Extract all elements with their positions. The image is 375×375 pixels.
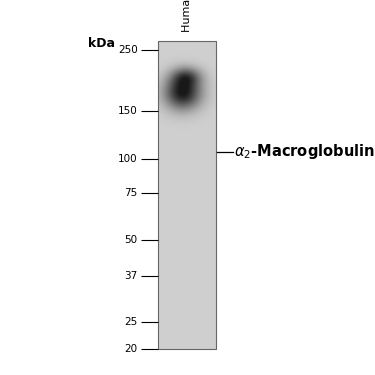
Bar	[158, 41, 216, 349]
Text: 25: 25	[124, 317, 138, 327]
Text: 100: 100	[118, 154, 138, 164]
Text: 75: 75	[124, 188, 138, 198]
Text: 50: 50	[124, 236, 138, 246]
Text: $\alpha_2$-Macroglobulin: $\alpha_2$-Macroglobulin	[234, 142, 375, 161]
Text: Human Serum: Human Serum	[182, 0, 192, 32]
Text: 250: 250	[118, 45, 138, 56]
Text: 150: 150	[118, 106, 138, 116]
Text: kDa: kDa	[88, 37, 115, 50]
Text: 20: 20	[124, 344, 138, 354]
Text: 37: 37	[124, 271, 138, 281]
Bar	[158, 41, 216, 349]
